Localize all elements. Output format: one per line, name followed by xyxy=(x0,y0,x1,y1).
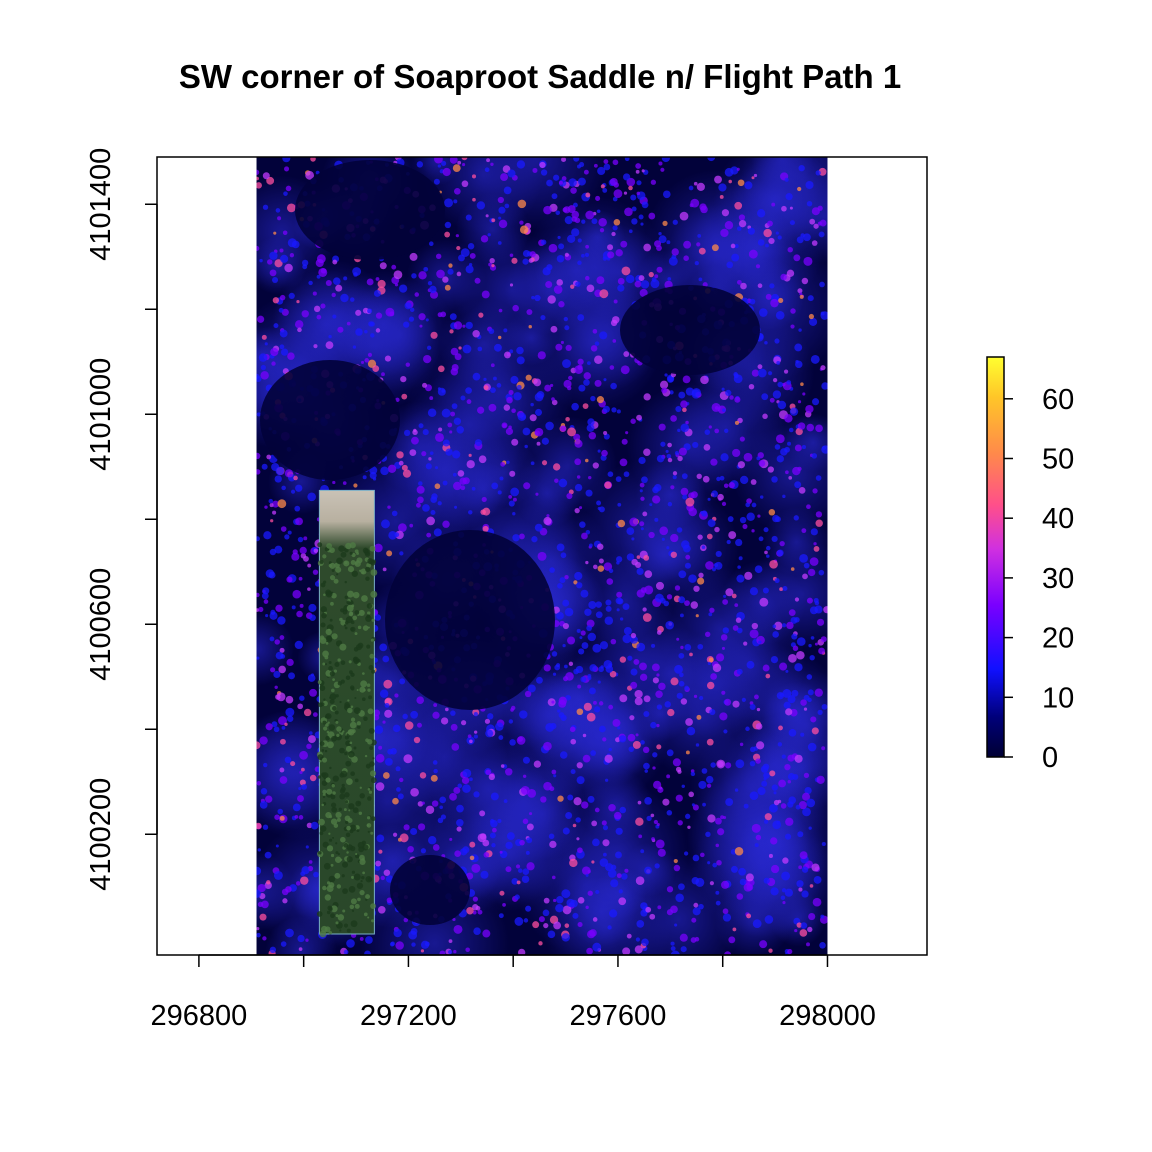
legend-tick-label: 60 xyxy=(1042,384,1074,416)
canopy-height-raster xyxy=(256,157,828,955)
x-tick-label: 296800 xyxy=(151,1000,248,1032)
legend-tick-label: 30 xyxy=(1042,563,1074,595)
y-tick-label: 4100200 xyxy=(85,778,117,891)
x-tick-label: 297200 xyxy=(360,1000,457,1032)
x-tick-label: 298000 xyxy=(779,1000,876,1032)
legend-tick-label: 40 xyxy=(1042,503,1074,535)
legend-tick-label: 10 xyxy=(1042,682,1074,714)
y-tick-label: 4100600 xyxy=(85,568,117,681)
legend-tick-label: 20 xyxy=(1042,623,1074,655)
colorbar xyxy=(986,356,1005,758)
chart-title: SW corner of Soaproot Saddle n/ Flight P… xyxy=(178,58,902,95)
aerial-rgb-texture xyxy=(316,542,378,938)
x-axis: 296800 297200 297600 298000 xyxy=(151,954,876,1032)
y-tick-label: 4101400 xyxy=(85,148,117,261)
y-tick-label: 4101000 xyxy=(85,358,117,471)
x-tick-label: 297600 xyxy=(570,1000,667,1032)
legend-tick-label: 0 xyxy=(1042,742,1058,774)
legend-tick-label: 50 xyxy=(1042,443,1074,475)
y-axis: 4100200 4100600 4101000 4101400 xyxy=(85,148,158,891)
color-legend: 0 10 20 30 40 50 60 xyxy=(986,356,1074,774)
